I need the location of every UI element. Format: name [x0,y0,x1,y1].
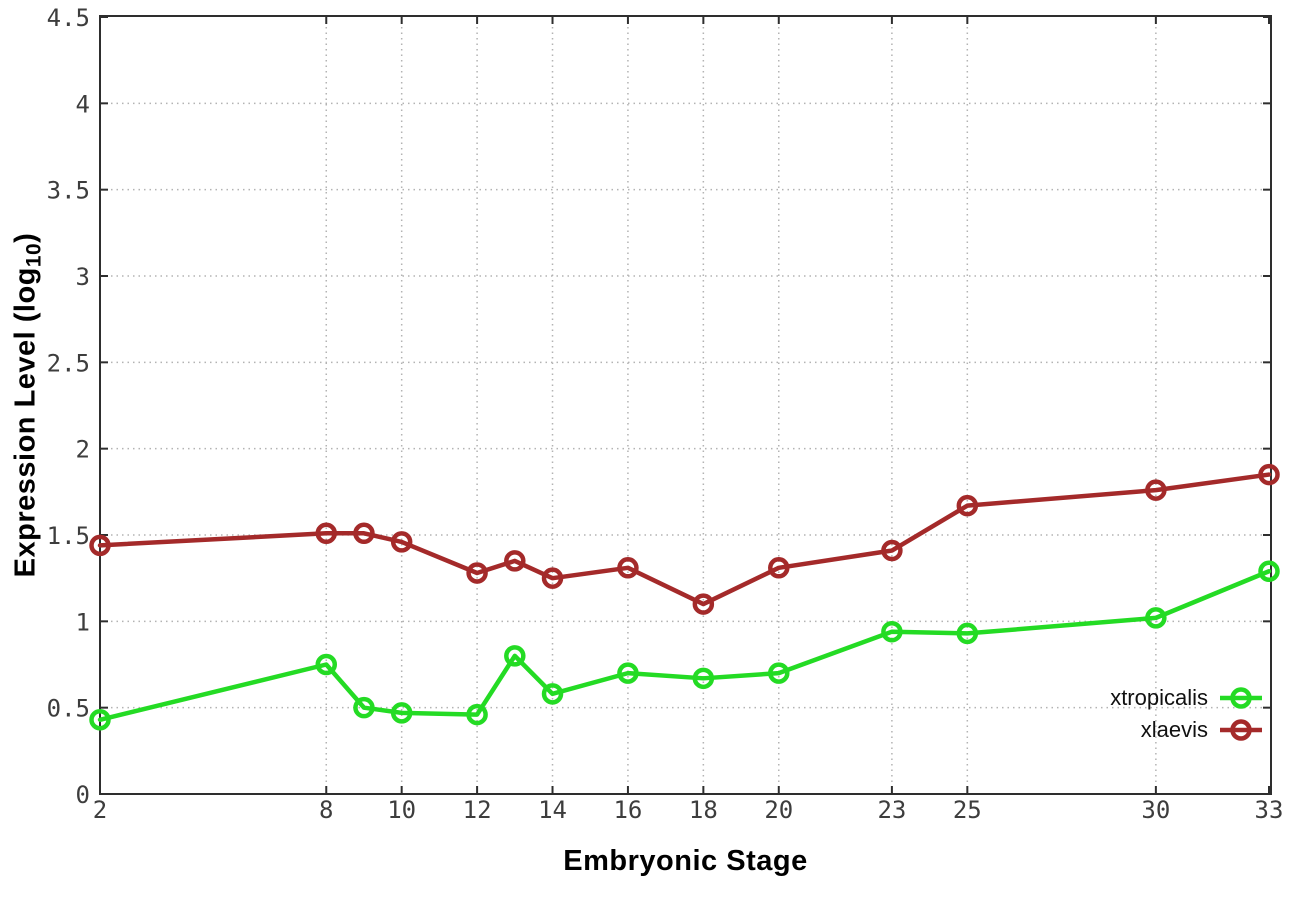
data-point-xlaevis-stage-9 [353,522,375,545]
axis-ticks [99,16,1271,795]
data-point-xtropicalis-stage-16 [617,662,639,684]
data-point-xlaevis-stage-30 [1145,479,1167,501]
y-tick-label-3.5: 3.5 [47,177,90,205]
x-tick-label-10: 10 [387,796,416,824]
data-point-xlaevis-stage-20 [768,557,790,579]
x-tick-label-2: 2 [93,796,107,824]
x-tick-label-20: 20 [764,796,793,824]
data-point-xtropicalis-stage-33 [1258,560,1280,583]
data-point-xtropicalis-stage-30 [1145,607,1167,629]
y-tick-label-0: 0 [76,781,90,809]
y-tick-label-2.5: 2.5 [47,349,90,377]
x-tick-label-23: 23 [877,796,906,824]
y-tick-label-1: 1 [76,608,90,636]
data-point-xlaevis-stage-12 [466,562,488,584]
y-tick-label-4: 4 [76,90,90,118]
legend: xtropicalis xlaevis [1110,684,1264,744]
y-axis-title-text: Expression Level (log [9,267,42,578]
legend-label-xlaevis: xlaevis [1140,717,1208,742]
data-point-xlaevis-stage-25 [956,494,979,517]
legend-sample-icon-xlaevis [1220,719,1262,741]
data-point-xlaevis-stage-33 [1258,463,1280,486]
plot-border [99,15,1272,795]
x-tick-label-14: 14 [538,796,567,824]
data-point-xtropicalis-stage-8 [315,653,338,676]
data-point-xlaevis-stage-14 [541,567,564,589]
data-point-xlaevis-stage-13 [504,550,526,572]
legend-sample-icon-xtropicalis [1220,687,1262,709]
legend-marker-xtropicalis [1230,687,1252,709]
data-point-xlaevis-stage-8 [315,522,338,545]
legend-marker-xlaevis [1230,719,1252,741]
data-point-xlaevis-stage-23 [881,539,903,562]
data-point-xlaevis-stage-16 [617,557,639,579]
x-tick-label-30: 30 [1141,796,1170,824]
series-xlaevis [89,463,1280,615]
y-tick-label-4.5: 4.5 [47,4,90,32]
data-point-xtropicalis-stage-2 [89,709,111,731]
x-tick-label-12: 12 [463,796,492,824]
data-point-xlaevis-stage-18 [692,593,715,615]
y-axis-title-close: ) [9,232,42,243]
y-tick-label-3: 3 [76,263,90,291]
y-tick-label-2: 2 [76,436,90,464]
legend-item-xtropicalis: xtropicalis [1110,684,1264,712]
x-tick-label-25: 25 [953,796,982,824]
data-point-xlaevis-stage-2 [89,534,111,557]
tick-labels: 0 0.5 1 1.5 2 2.5 3 3.5 4 4.5 2 8 10 12 14 16 18 20 23 25 30… [47,4,1284,824]
x-tick-label-33: 33 [1255,796,1284,824]
data-point-xtropicalis-stage-23 [881,620,903,643]
x-tick-label-8: 8 [319,796,333,824]
y-tick-label-0.5: 0.5 [47,695,90,723]
y-axis-title: Expression Level (log10) [10,233,47,578]
series-xtropicalis [89,560,1280,731]
data-point-xtropicalis-stage-10 [390,702,413,724]
data-point-xtropicalis-stage-13 [504,645,526,667]
data-point-xtropicalis-stage-18 [692,667,715,690]
data-point-xtropicalis-stage-12 [466,703,488,726]
y-tick-label-1.5: 1.5 [47,522,90,550]
data-point-xtropicalis-stage-25 [956,622,979,645]
data-point-xtropicalis-stage-9 [353,696,375,719]
data-point-xtropicalis-stage-20 [768,662,790,684]
series-line-xlaevis [97,472,1272,607]
legend-item-xlaevis: xlaevis [1141,716,1264,744]
x-tick-label-18: 18 [689,796,718,824]
legend-label-xtropicalis: xtropicalis [1110,685,1208,710]
y-axis-title-subscript: 10 [22,242,46,268]
data-point-xlaevis-stage-10 [390,531,413,553]
x-axis-title: Embryonic Stage [563,845,808,877]
data-point-xtropicalis-stage-14 [541,683,564,705]
x-tick-label-16: 16 [613,796,642,824]
